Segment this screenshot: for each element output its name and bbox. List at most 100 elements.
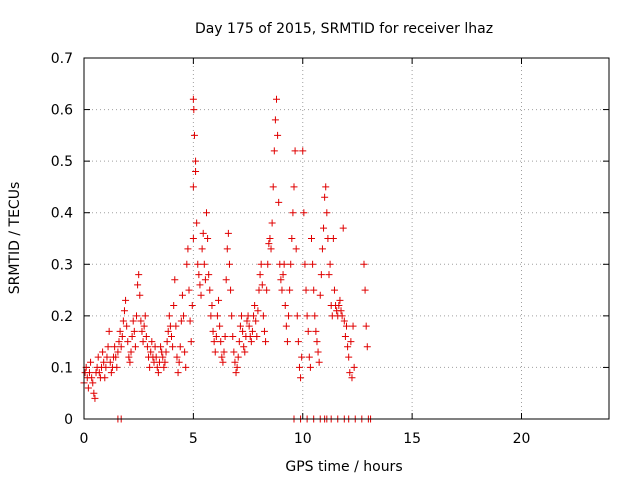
data-point: [143, 343, 151, 351]
data-point: [282, 322, 290, 330]
data-point: [302, 286, 310, 294]
data-point: [241, 348, 249, 356]
data-point: [330, 286, 338, 294]
y-tick-label: 0: [64, 412, 73, 428]
data-points: [80, 95, 375, 423]
data-point: [265, 240, 273, 248]
data-point: [131, 343, 139, 351]
data-point: [148, 338, 156, 346]
data-point: [266, 235, 274, 242]
data-point: [277, 276, 285, 284]
data-point: [182, 363, 190, 371]
data-point: [294, 338, 302, 346]
data-point: [238, 312, 245, 320]
data-point: [146, 363, 154, 371]
data-point: [197, 291, 205, 299]
data-point: [193, 219, 201, 227]
data-point: [329, 235, 337, 242]
data-point: [192, 157, 200, 165]
data-point: [337, 307, 345, 315]
y-tick-labels: 0 0.1 0.2 0.3 0.4 0.5 0.6 0.7: [51, 51, 73, 428]
data-point: [325, 271, 333, 279]
data-point: [115, 338, 123, 346]
data-point: [128, 332, 136, 340]
data-point: [133, 312, 140, 320]
data-point: [224, 229, 232, 237]
data-point: [293, 312, 301, 320]
data-point: [164, 327, 172, 335]
data-point: [159, 353, 167, 361]
data-point: [213, 312, 221, 320]
data-point: [295, 363, 303, 371]
data-point: [215, 296, 223, 304]
data-point: [312, 327, 320, 335]
axis-ticks: [83, 57, 609, 420]
data-point: [263, 286, 271, 294]
data-point: [234, 353, 242, 361]
data-point: [168, 332, 175, 340]
data-point: [363, 343, 371, 351]
data-point: [106, 358, 114, 366]
data-point: [194, 260, 202, 268]
data-point: [322, 183, 330, 191]
data-point: [119, 317, 127, 325]
data-point: [211, 348, 219, 356]
data-point: [219, 358, 227, 366]
data-point: [323, 209, 331, 217]
data-point: [176, 343, 184, 351]
data-point: [161, 358, 169, 366]
data-point: [291, 147, 299, 155]
data-point: [344, 343, 352, 351]
data-point: [218, 353, 226, 361]
x-tick-label: 10: [294, 431, 312, 447]
data-point: [113, 363, 121, 371]
data-point: [208, 302, 216, 310]
data-point: [223, 245, 231, 253]
data-point: [175, 358, 183, 366]
data-point: [298, 353, 306, 361]
data-point: [142, 332, 150, 340]
data-point: [87, 358, 95, 366]
data-point: [222, 276, 230, 284]
data-point: [174, 369, 182, 377]
data-point: [178, 291, 186, 299]
data-point: [85, 369, 93, 377]
data-point: [184, 245, 192, 253]
data-point: [192, 167, 200, 175]
data-point: [101, 374, 109, 382]
data-point: [105, 327, 113, 335]
data-point: [250, 312, 258, 320]
data-point: [343, 322, 350, 330]
y-tick-label: 0.7: [51, 51, 73, 67]
data-point: [252, 317, 260, 325]
x-tick-label: 5: [189, 431, 198, 447]
data-point: [313, 338, 321, 346]
data-point: [235, 338, 243, 346]
data-point: [91, 394, 99, 402]
data-point: [301, 260, 309, 268]
data-point: [228, 312, 236, 320]
data-point: [102, 363, 110, 371]
data-point: [268, 219, 276, 227]
data-point: [285, 312, 293, 320]
data-point: [134, 281, 142, 289]
data-point: [349, 322, 357, 330]
data-point: [183, 260, 191, 268]
data-point: [248, 327, 256, 335]
data-point: [122, 296, 130, 304]
data-point: [88, 374, 96, 382]
y-tick-label: 0.3: [51, 257, 73, 273]
data-point: [288, 235, 296, 242]
data-point: [94, 353, 102, 361]
data-point: [256, 271, 264, 279]
data-point: [360, 260, 368, 268]
data-point: [306, 363, 314, 371]
data-point: [198, 245, 206, 253]
data-point: [338, 312, 346, 320]
data-point: [258, 281, 266, 289]
data-point: [346, 369, 354, 377]
data-point: [117, 343, 125, 351]
data-point: [200, 260, 208, 268]
x-tick-label: 0: [80, 431, 89, 447]
data-point: [188, 302, 196, 310]
